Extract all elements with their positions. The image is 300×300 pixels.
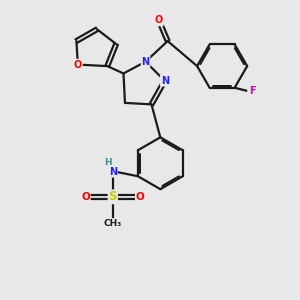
Text: N: N [142,57,150,67]
Text: O: O [155,15,163,26]
Text: N: N [161,76,169,86]
Text: O: O [74,60,82,70]
Text: F: F [249,86,256,96]
Text: N: N [109,167,117,177]
Text: CH₃: CH₃ [104,219,122,228]
Text: O: O [81,192,90,202]
Text: H: H [105,158,112,167]
Text: O: O [136,192,145,202]
Text: S: S [109,190,117,203]
